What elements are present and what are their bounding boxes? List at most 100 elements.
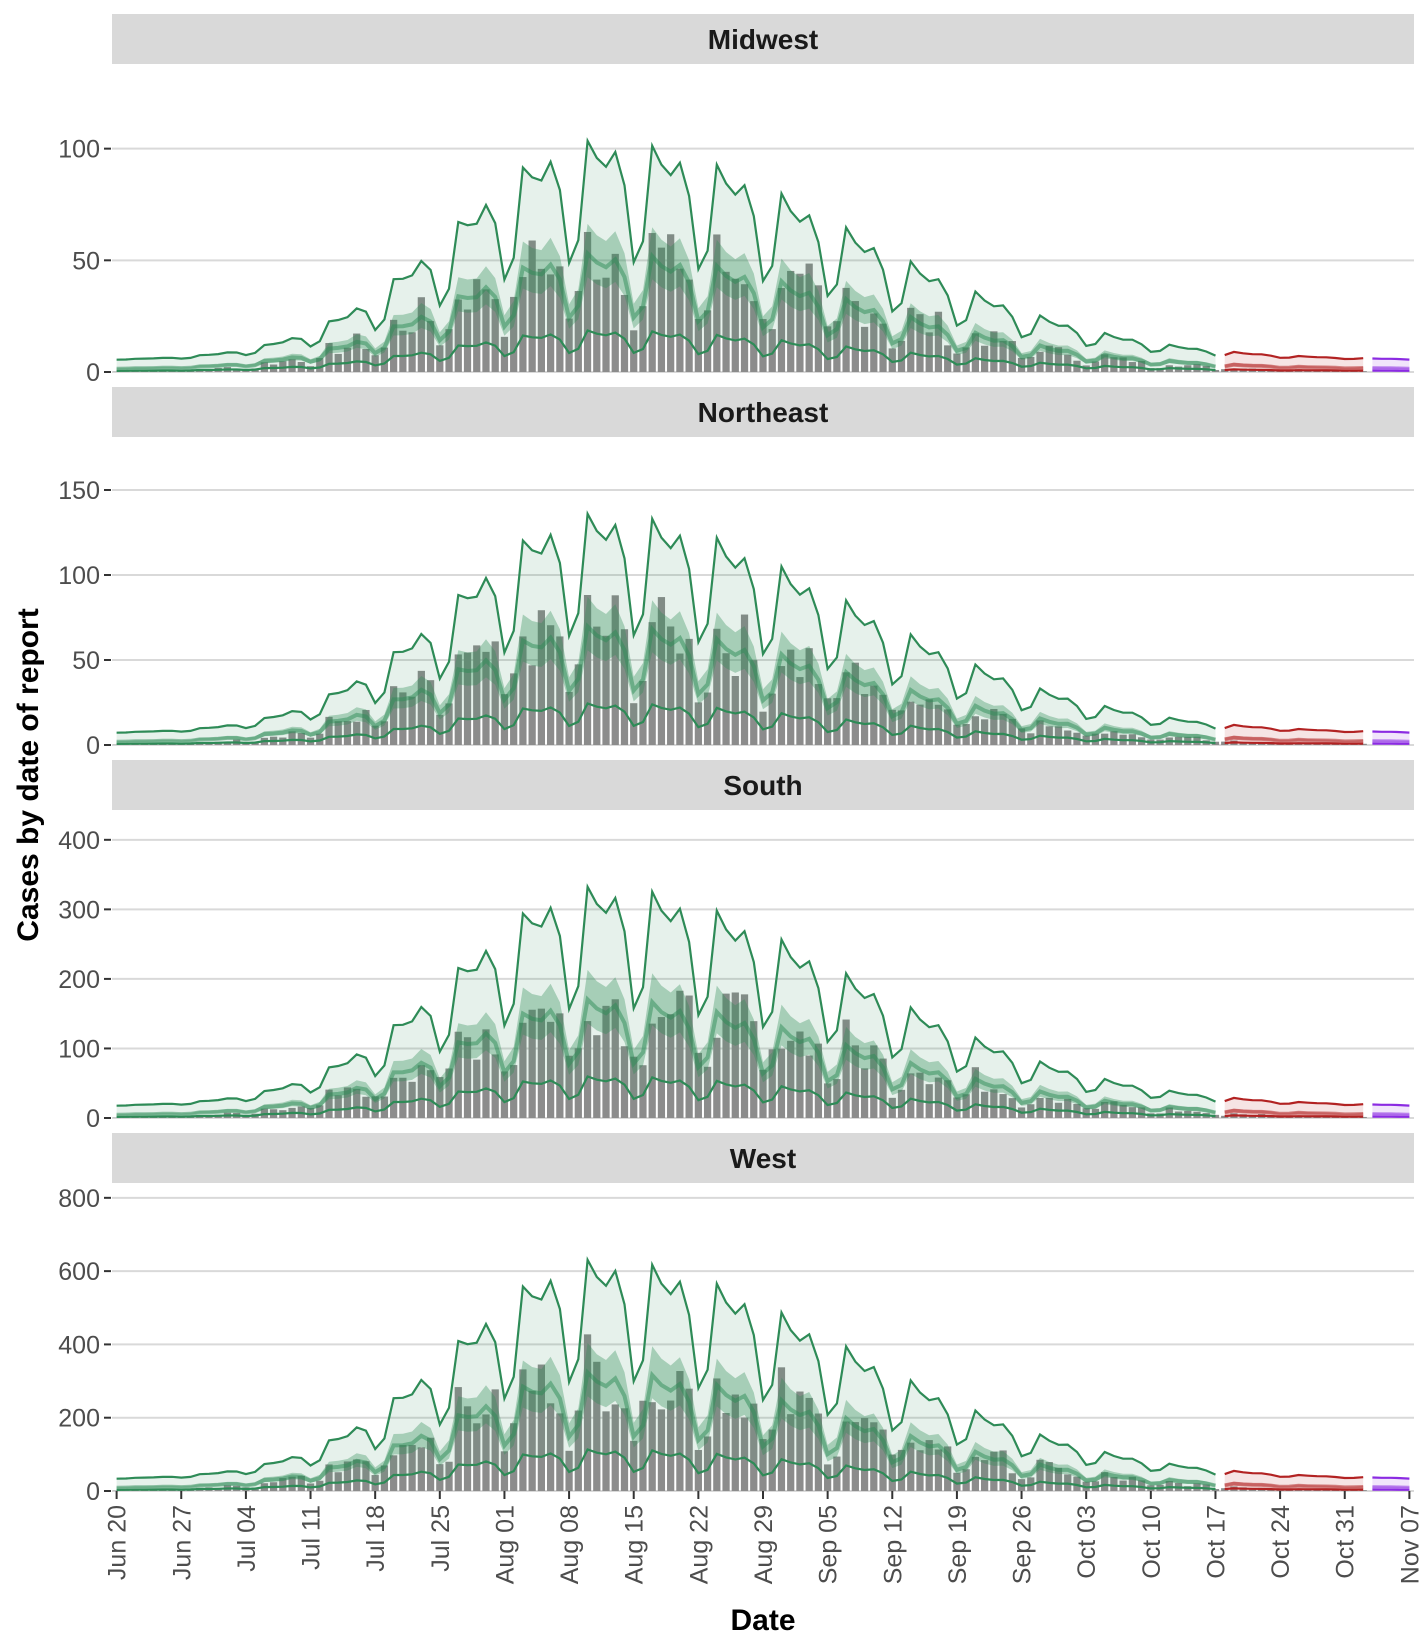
bar	[362, 349, 370, 372]
bar	[787, 649, 795, 745]
bar	[343, 1087, 352, 1118]
bar	[611, 1404, 619, 1491]
bar	[343, 721, 352, 745]
lower-bound-line	[1224, 1114, 1364, 1118]
bar	[454, 654, 462, 745]
bar	[574, 1048, 582, 1118]
bar	[1110, 1477, 1118, 1491]
chart-panels: Midwest 0 50 100 Northeast 0 50 100 150 South 0 100…	[58, 14, 1414, 1506]
y-tick-label: 150	[58, 477, 100, 505]
bar	[602, 1005, 610, 1118]
bar	[519, 1022, 527, 1118]
bar	[759, 319, 767, 372]
bar	[740, 994, 749, 1118]
y-axis-title: Cases by date of report	[12, 608, 45, 941]
median-line	[1224, 1108, 1364, 1117]
bar	[648, 622, 656, 745]
bar	[805, 263, 813, 372]
bar	[639, 1400, 647, 1491]
bar	[602, 1411, 610, 1491]
bar	[907, 307, 915, 372]
bar	[602, 635, 610, 745]
bar	[768, 1429, 776, 1491]
bar	[934, 704, 943, 745]
bar	[482, 289, 490, 372]
bar	[870, 1422, 878, 1491]
x-tick-label: Jul 11	[298, 1505, 326, 1570]
bar	[1073, 1476, 1081, 1491]
bar	[445, 1068, 453, 1118]
bar	[1137, 360, 1146, 372]
bar	[482, 651, 490, 745]
bar	[371, 1096, 379, 1118]
bar	[907, 1073, 915, 1118]
bar	[870, 313, 878, 372]
bar	[953, 724, 961, 745]
bar	[648, 1402, 656, 1491]
bar	[648, 1023, 656, 1118]
upper-bound-line	[116, 137, 1216, 361]
panel-strip	[112, 14, 1414, 64]
bar	[620, 629, 629, 745]
bar	[999, 340, 1007, 372]
ribbon-outer	[116, 140, 1216, 371]
bar	[1211, 369, 1220, 372]
panel-title: South	[723, 770, 802, 801]
bar	[667, 1400, 675, 1491]
lower-bound-line	[1224, 741, 1364, 745]
bar	[620, 1046, 629, 1118]
bar	[657, 1017, 666, 1118]
bar	[750, 660, 758, 745]
bar	[574, 664, 582, 745]
lower-bound-line	[1224, 1487, 1364, 1491]
y-tick-label: 50	[72, 247, 100, 275]
upper-bound-line	[116, 1256, 1216, 1480]
bar	[685, 279, 693, 372]
bar	[768, 693, 776, 745]
bar	[380, 721, 389, 745]
bar	[676, 268, 684, 372]
bar	[1008, 341, 1016, 372]
bar	[491, 1389, 499, 1491]
bar	[851, 1045, 859, 1118]
panel-title: West	[730, 1143, 796, 1174]
bar	[583, 1021, 592, 1118]
bar	[1137, 1107, 1146, 1118]
bar	[944, 1446, 952, 1491]
upper-bound-line	[1224, 350, 1364, 361]
panel-midwest: Midwest 0 50 100	[58, 14, 1414, 387]
bar	[962, 1094, 970, 1118]
bar	[768, 1049, 776, 1118]
bar	[1045, 726, 1053, 745]
bar	[750, 1403, 758, 1491]
upper-bound-line	[1372, 1103, 1410, 1107]
bar	[851, 1422, 859, 1491]
bar	[962, 724, 970, 745]
x-tick-label: Oct 17	[1202, 1505, 1230, 1579]
bar	[999, 713, 1007, 745]
bar	[620, 1408, 629, 1491]
bar	[611, 595, 619, 745]
bar	[463, 1406, 472, 1491]
bar	[1359, 371, 1367, 372]
bar	[676, 990, 684, 1118]
bar	[399, 330, 407, 372]
x-tick-label: Jun 20	[104, 1505, 132, 1580]
bar	[1221, 741, 1229, 745]
x-tick-label: Jul 18	[362, 1505, 390, 1572]
bar	[934, 1449, 943, 1491]
bar	[934, 1077, 943, 1118]
bar	[916, 1450, 924, 1491]
bar	[824, 1083, 832, 1118]
bar	[694, 1449, 702, 1491]
y-tick-label: 50	[72, 647, 100, 675]
bar	[1045, 1462, 1053, 1491]
y-tick-label: 0	[86, 1478, 100, 1506]
bar	[390, 1455, 398, 1491]
median-line	[1224, 735, 1364, 744]
bar	[971, 333, 979, 372]
median-line	[1224, 1481, 1364, 1490]
bar	[1082, 1108, 1090, 1118]
ribbon-outer	[116, 1259, 1216, 1490]
bar	[399, 692, 407, 745]
